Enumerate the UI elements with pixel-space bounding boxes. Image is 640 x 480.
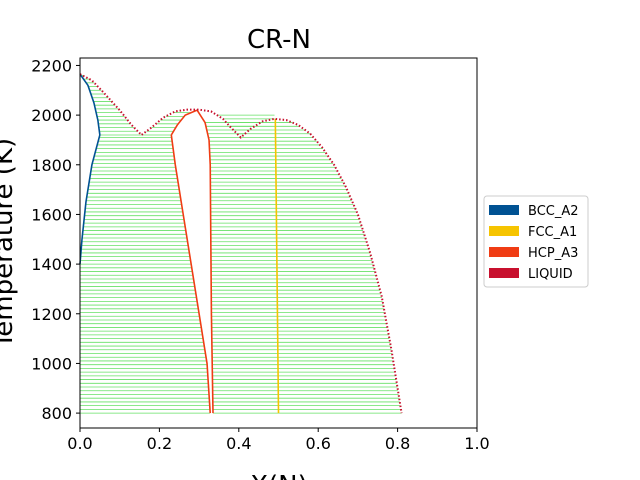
y-tick-label: 800 [41,404,72,423]
legend-label: BCC_A2 [528,204,579,219]
y-tick-label: 2200 [31,56,72,75]
legend-swatch [489,226,519,236]
legend: BCC_A2 FCC_A1 HCP_A3 LIQUID [483,195,589,288]
phase-boundaries [79,73,403,414]
y-tick-label: 1400 [31,255,72,274]
y-tick-label: 1000 [31,354,72,373]
x-tick-label: 0.6 [305,434,330,453]
x-axis-ticks: 0.0 0.2 0.4 0.6 0.8 1.0 [67,428,490,453]
series-liquid-line [79,73,403,414]
y-axis-ticks: 800 1000 1200 1400 1600 1800 2000 2200 [31,56,80,423]
x-axis-label: X(N) [250,471,308,480]
series-fcc-a1-line [274,118,280,414]
legend-label: FCC_A1 [528,225,577,240]
series-bcc-a2-line [79,73,101,136]
legend-label: LIQUID [528,267,573,282]
y-tick-label: 1800 [31,156,72,175]
series-hcp-a3-line [196,109,214,414]
x-tick-label: 0.8 [385,434,410,453]
series-hcp-a3-line [170,134,212,414]
y-tick-label: 1600 [31,205,72,224]
y-tick-label: 1200 [31,305,72,324]
legend-swatch [489,268,519,278]
y-axis-label: Temperature (K) [0,138,19,349]
x-tick-label: 0.2 [147,434,172,453]
legend-label: HCP_A3 [528,246,578,261]
x-tick-label: 1.0 [464,434,489,453]
series-hcp-a3-line [170,109,198,136]
legend-swatch [489,205,519,215]
plot-frame [79,57,478,429]
x-tick-label: 0.4 [226,434,251,453]
y-tick-label: 2000 [31,106,72,125]
legend-box [483,195,589,288]
series-bcc-a2-line [79,134,101,265]
x-tick-label: 0.0 [67,434,92,453]
chart-title: CR-N [247,25,311,55]
tie-lines [80,74,402,414]
legend-swatch [489,247,519,257]
